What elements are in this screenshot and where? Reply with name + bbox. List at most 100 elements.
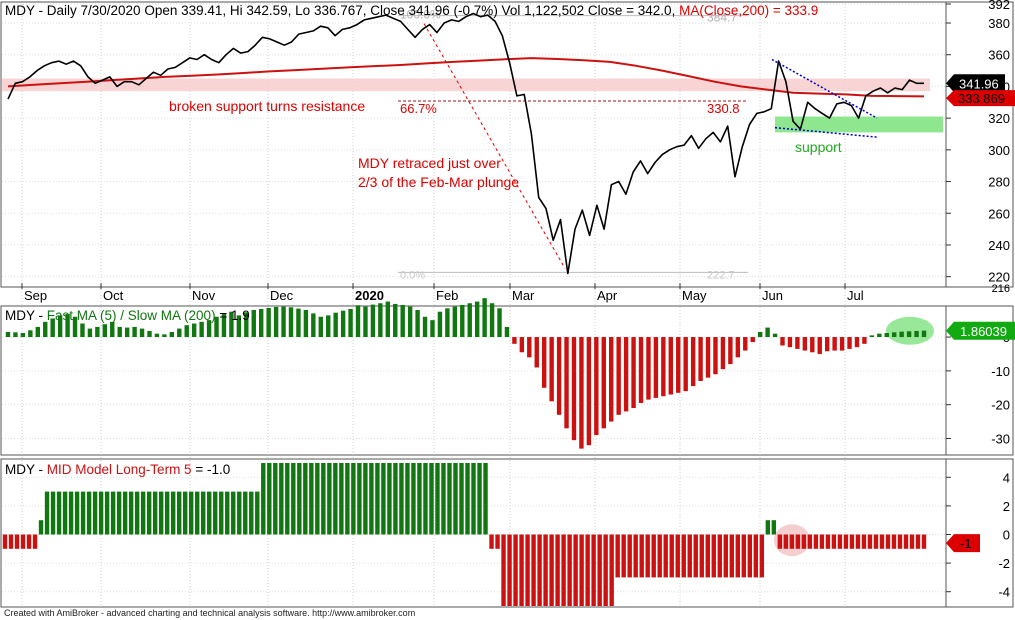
model-bar bbox=[399, 463, 404, 535]
ratio-bar bbox=[13, 332, 18, 338]
ratio-tick-label: -30 bbox=[991, 431, 1010, 446]
model-bar bbox=[543, 534, 548, 606]
ratio-bar bbox=[735, 337, 741, 358]
model-bar bbox=[813, 534, 819, 549]
model-bar bbox=[231, 491, 236, 535]
ratio-bar bbox=[43, 321, 48, 338]
ratio-bar bbox=[512, 337, 517, 344]
ratio-bar bbox=[206, 320, 212, 338]
model-bar bbox=[279, 463, 284, 535]
ratio-bar bbox=[824, 337, 830, 352]
annotation-resistance: broken support turns resistance bbox=[169, 98, 365, 114]
model-bar bbox=[603, 534, 608, 606]
model-bar bbox=[501, 534, 506, 606]
model-bar bbox=[134, 491, 140, 535]
ratio-bar bbox=[676, 337, 681, 393]
ratio-bar bbox=[668, 337, 673, 395]
ratio-bar bbox=[437, 311, 443, 338]
model-bar bbox=[140, 491, 146, 535]
ratio-bar bbox=[497, 308, 502, 338]
model-bar bbox=[62, 491, 68, 535]
pane-frame-2 bbox=[0, 305, 1014, 456]
ratio-bar bbox=[102, 324, 108, 338]
ratio-bar bbox=[35, 326, 40, 338]
ratio-bar bbox=[690, 337, 696, 387]
ratio-bar bbox=[340, 310, 346, 338]
model-bar bbox=[747, 534, 753, 578]
price-tick-label: 392 bbox=[988, 0, 1010, 12]
fib-value-66: 330.8 bbox=[707, 101, 740, 116]
model-bar bbox=[633, 534, 638, 578]
ratio-bar bbox=[586, 337, 592, 446]
model-tick-label: 4 bbox=[1003, 470, 1010, 485]
ratio-bar bbox=[110, 321, 115, 338]
support-zone bbox=[775, 116, 943, 133]
model-bar bbox=[429, 463, 434, 535]
model-bar bbox=[255, 491, 260, 535]
model-bar bbox=[393, 463, 398, 535]
ratio-bar bbox=[713, 337, 718, 375]
ratio-bar bbox=[266, 307, 271, 338]
model-bar bbox=[345, 463, 350, 535]
model-bar bbox=[411, 463, 416, 535]
ratio-bar bbox=[728, 337, 733, 365]
ratio-bar bbox=[884, 332, 889, 338]
ratio-bar bbox=[661, 337, 666, 397]
ratio-bar bbox=[892, 332, 897, 338]
model-bar bbox=[273, 463, 278, 535]
model-bar bbox=[663, 534, 668, 578]
model-bar bbox=[693, 534, 698, 578]
ratio-bar bbox=[57, 315, 63, 338]
model-bar bbox=[867, 534, 873, 549]
ratio-bar bbox=[50, 318, 55, 338]
model-bar bbox=[609, 534, 614, 606]
ratio-bar bbox=[795, 337, 800, 349]
ratio-bar bbox=[318, 316, 323, 338]
model-bar bbox=[879, 534, 885, 549]
ratio-bar bbox=[303, 310, 309, 338]
model-bar bbox=[891, 534, 897, 549]
model-bar bbox=[765, 520, 771, 535]
model-bar bbox=[465, 463, 470, 535]
model-tick-label: 2 bbox=[1003, 499, 1010, 514]
month-label: Sep bbox=[24, 288, 47, 303]
ratio-bar bbox=[139, 328, 145, 338]
price-tick-label: 260 bbox=[988, 206, 1010, 221]
ratio-bar bbox=[750, 337, 755, 343]
model-bar bbox=[645, 534, 650, 578]
ratio-bar bbox=[601, 337, 606, 429]
ratio-bar bbox=[623, 337, 629, 412]
ratio-bar bbox=[80, 323, 85, 338]
price-tick-label: 220 bbox=[988, 270, 1010, 285]
model-bar bbox=[639, 534, 644, 578]
model-bar bbox=[711, 534, 716, 578]
model-bar bbox=[627, 534, 632, 578]
ratio-tick-label: -20 bbox=[991, 398, 1010, 413]
model-bar bbox=[104, 491, 110, 535]
model-bar bbox=[189, 491, 194, 535]
price-tick-label: 380 bbox=[988, 16, 1010, 31]
model-bar bbox=[86, 491, 92, 535]
model-bar bbox=[80, 491, 86, 535]
ratio-bar bbox=[646, 337, 651, 400]
model-bar bbox=[861, 534, 867, 549]
model-bar bbox=[38, 520, 44, 535]
ratio-bar bbox=[407, 306, 413, 338]
ratio-bar bbox=[288, 307, 294, 338]
price-tick-label: 240 bbox=[988, 238, 1010, 253]
ratio-bar bbox=[914, 330, 919, 338]
model-bar bbox=[435, 463, 440, 535]
ma200-line bbox=[7, 57, 925, 98]
model-bar bbox=[453, 463, 458, 535]
ratio-bar bbox=[95, 326, 100, 338]
ratio-bar bbox=[147, 330, 152, 338]
model-bar bbox=[885, 534, 891, 549]
upper-trendline bbox=[771, 58, 878, 119]
ratio-bar bbox=[184, 325, 189, 338]
ratio-bar bbox=[527, 337, 532, 358]
ratio-bar bbox=[177, 328, 182, 338]
ratio-bar bbox=[534, 337, 539, 368]
model-bar bbox=[219, 491, 224, 535]
model-bar bbox=[309, 463, 314, 535]
model-tick-label: 0 bbox=[1003, 528, 1010, 543]
